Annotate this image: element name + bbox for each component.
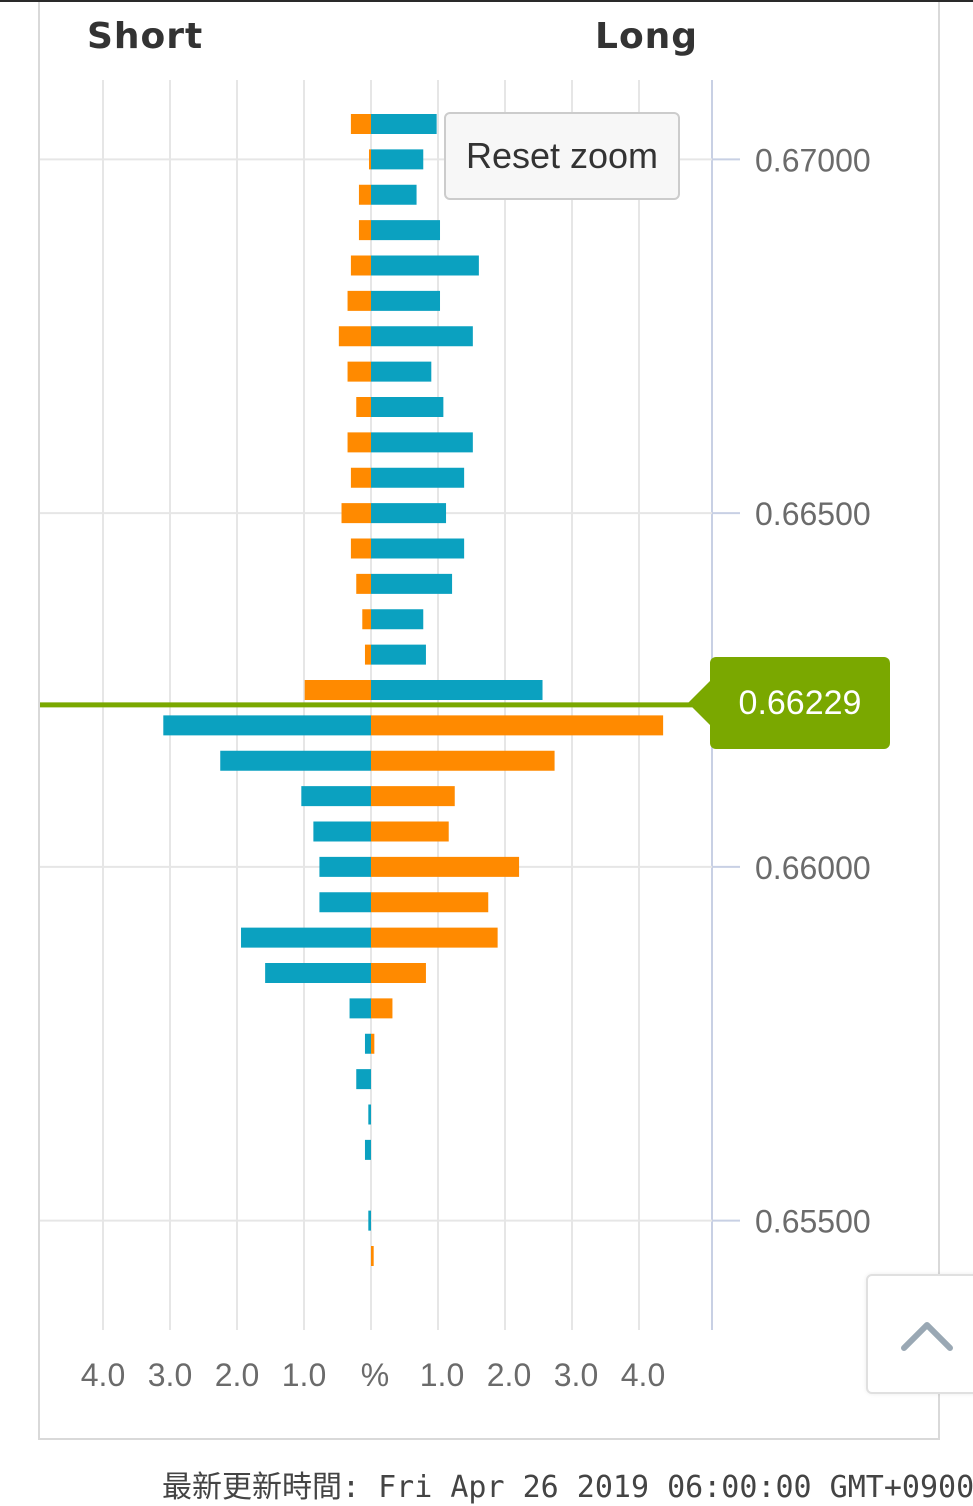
short-bar [350,538,371,559]
top-border [0,0,973,2]
reset-zoom-button[interactable]: Reset zoom [444,112,680,200]
short-bar [241,927,371,948]
bars-group [163,114,664,1266]
chart-frame [38,2,940,1440]
short-header: Short [87,16,204,57]
short-bar [347,432,371,453]
x-tick-label: 3.0 [554,1357,598,1393]
x-tick-label: 4.0 [621,1357,665,1393]
long-bar [371,326,473,347]
scroll-to-top-button[interactable] [866,1274,973,1394]
short-bar [304,680,371,700]
long-bar [371,397,444,417]
long-bar [371,963,426,983]
long-bar [371,184,417,205]
short-bar [301,786,371,807]
short-bar [347,290,371,311]
short-bar [220,750,371,771]
x-tick-label: 1.0 [420,1357,464,1393]
short-bar [319,892,371,913]
short-bar [364,644,371,665]
y-tick-label: 0.67000 [755,142,871,178]
x-tick-label: 2.0 [487,1357,531,1393]
short-bar [338,326,371,347]
long-bar [371,998,393,1019]
long-bar [371,821,449,842]
short-bar [350,467,371,488]
chevron-up-icon [901,1322,953,1351]
y-tick-label: 0.65500 [755,1204,871,1240]
long-bar [371,361,432,382]
y-tick-label: 0.66000 [755,850,871,886]
long-bar [371,432,473,453]
long-bar [371,290,441,311]
long-bar [371,715,664,736]
short-bar [368,149,371,170]
short-bar [368,1104,371,1125]
long-bar [371,892,489,913]
short-bar [356,573,371,594]
short-bar [358,184,371,205]
short-bar [356,397,371,417]
x-tick-label: 1.0 [282,1357,326,1393]
long-bar [371,149,424,170]
long-bar [371,927,498,948]
long-bar [371,255,479,276]
y-axis-ticks: 0.67000 0.66500 0.66000 0.65500 [712,142,871,1240]
long-bar [371,680,543,700]
long-bar [371,786,455,807]
long-bar [371,644,426,665]
short-bar [349,998,371,1019]
long-bar [371,114,437,134]
last-updated-text: 最新更新時間: Fri Apr 26 2019 06:00:00 GMT+090… [162,1470,973,1505]
short-bar [313,821,371,842]
short-bar [358,220,371,241]
long-bar [371,1033,375,1054]
x-axis-unit-label: % [361,1357,389,1393]
x-axis-ticks: 4.0 3.0 2.0 1.0% 1.0 2.0 3.0 4.0 [81,1357,665,1393]
current-price-label: 0.66229 [688,657,890,749]
short-bar [362,609,371,630]
long-bar [371,467,465,488]
long-bar [371,750,555,771]
long-bar [371,856,520,877]
short-bar [356,1069,371,1090]
short-bar [350,114,371,134]
long-bar [371,1246,374,1266]
short-bar [350,255,371,276]
x-tick-label: 2.0 [215,1357,259,1393]
short-bar [163,715,371,736]
short-bar [364,1139,371,1160]
long-bar [371,220,441,241]
long-bar [371,538,465,559]
long-bar [371,609,424,630]
x-tick-label: 4.0 [81,1357,125,1393]
long-header: Long [595,16,699,57]
short-bar [319,856,371,877]
short-bar [341,503,371,524]
short-bar [364,1033,371,1054]
short-bar [368,1210,371,1231]
short-bar [265,963,371,983]
y-tick-label: 0.66500 [755,496,871,532]
long-bar [371,573,453,594]
x-tick-label: 3.0 [148,1357,192,1393]
short-bar [347,361,371,382]
long-bar [371,503,447,524]
